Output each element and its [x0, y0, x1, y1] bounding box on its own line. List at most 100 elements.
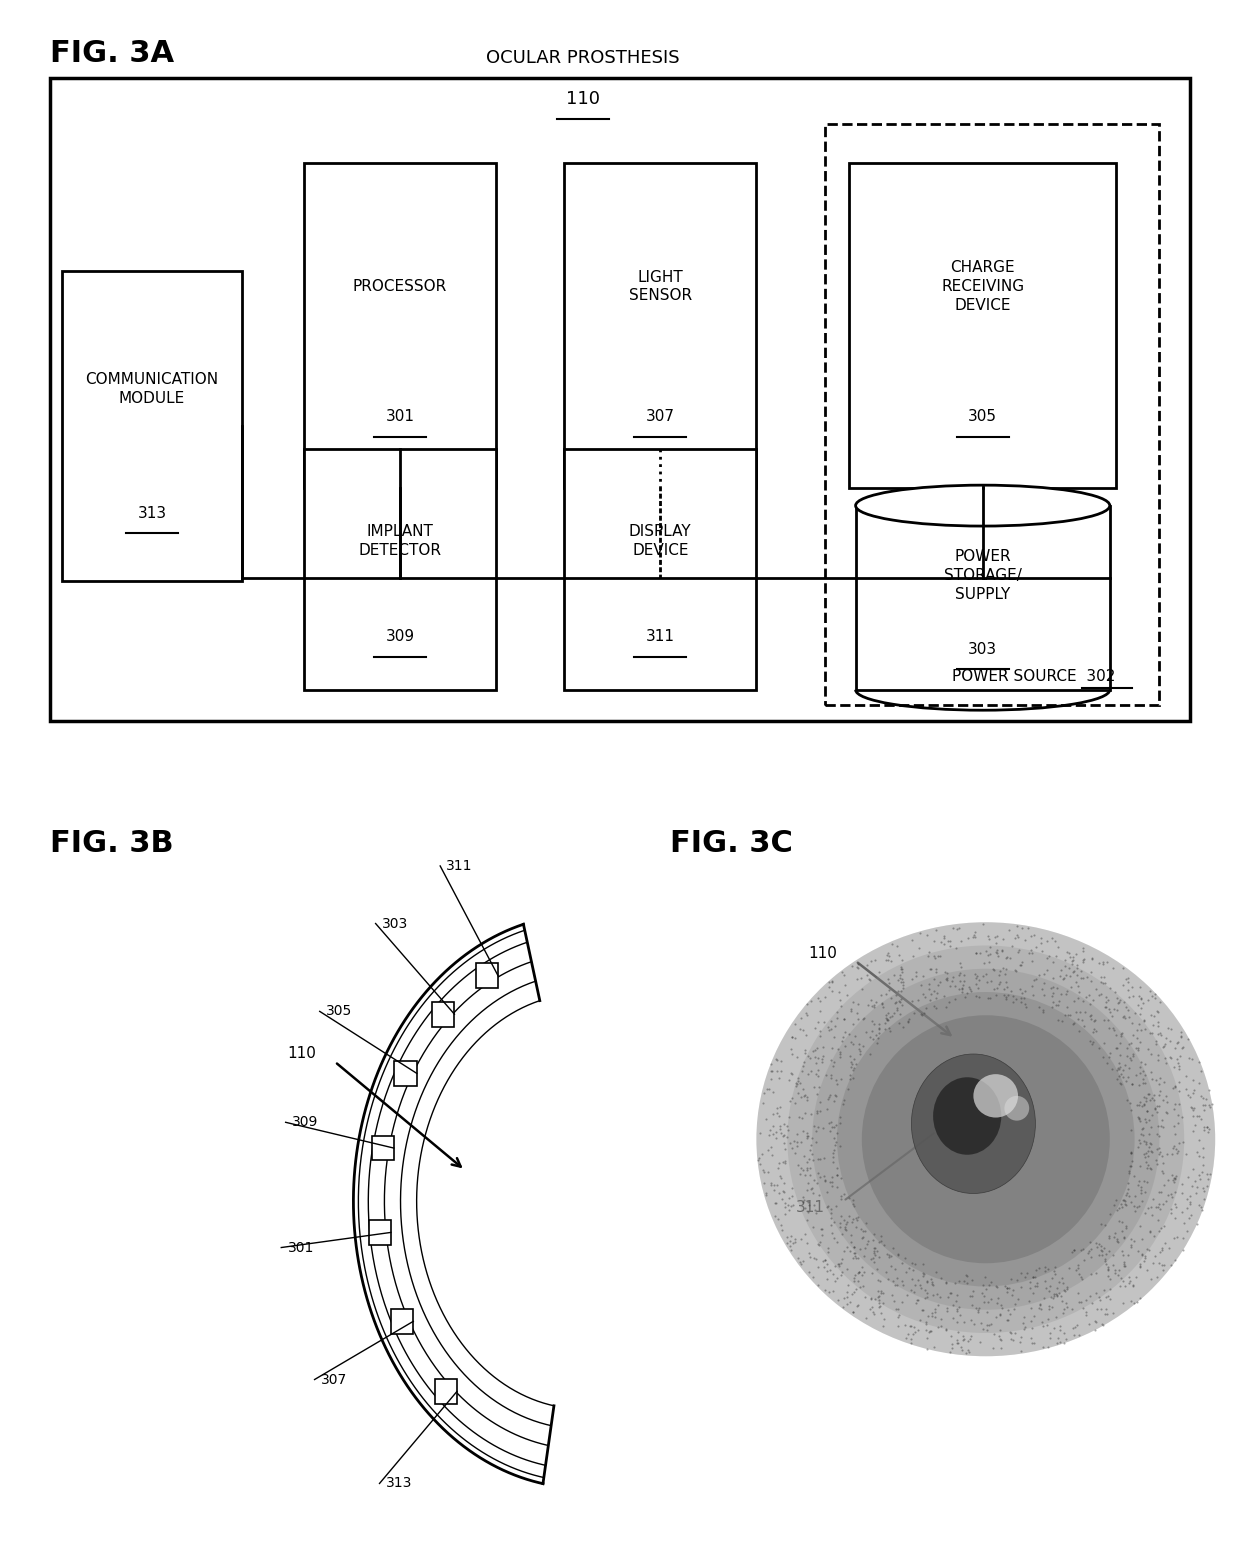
Point [831, 1251, 851, 1276]
Point [1091, 964, 1111, 989]
Point [877, 942, 897, 967]
Point [1159, 1029, 1179, 1054]
Point [889, 1242, 909, 1266]
Point [813, 1254, 833, 1279]
Point [1153, 1034, 1173, 1059]
Point [1104, 997, 1123, 1021]
Point [853, 1224, 873, 1249]
Point [771, 1121, 791, 1145]
Point [879, 1243, 899, 1268]
Point [1190, 1107, 1210, 1132]
Point [770, 1116, 790, 1141]
Point [1184, 1096, 1204, 1121]
Point [1069, 1256, 1089, 1280]
Point [1043, 989, 1063, 1014]
Point [782, 1025, 802, 1049]
Point [983, 1322, 1003, 1347]
Point [807, 1057, 827, 1082]
Text: DISPLAY
DEVICE: DISPLAY DEVICE [629, 524, 692, 558]
Point [1177, 1195, 1197, 1220]
Point [1154, 1034, 1174, 1059]
Point [959, 1328, 978, 1353]
Point [913, 1297, 932, 1322]
Point [1100, 1201, 1120, 1226]
Point [857, 1232, 877, 1257]
Point [911, 1001, 931, 1026]
Text: COMMUNICATION
MODULE: COMMUNICATION MODULE [86, 372, 218, 406]
Point [877, 947, 897, 972]
Point [1099, 1015, 1118, 1040]
Point [937, 1299, 957, 1324]
Point [997, 975, 1017, 1000]
Point [792, 1105, 812, 1130]
Point [1080, 1283, 1100, 1308]
Point [849, 1260, 869, 1285]
Point [1110, 1054, 1130, 1079]
Point [1032, 932, 1052, 956]
Point [777, 1224, 797, 1249]
Point [997, 1276, 1017, 1300]
Point [1156, 1051, 1176, 1076]
Point [1116, 1070, 1136, 1094]
Point [1022, 1296, 1042, 1321]
Point [802, 1038, 822, 1063]
Point [976, 1277, 996, 1302]
Point [843, 1192, 863, 1217]
Point [1049, 989, 1069, 1014]
Point [949, 916, 968, 941]
Point [913, 981, 932, 1006]
Point [1132, 1189, 1152, 1214]
Point [1141, 1195, 1161, 1220]
Point [955, 984, 975, 1009]
Point [931, 1314, 951, 1339]
Point [839, 1021, 859, 1046]
Point [1121, 1048, 1141, 1073]
Point [759, 1159, 779, 1184]
Point [924, 978, 944, 1003]
Point [1159, 1045, 1179, 1070]
Point [1055, 1279, 1075, 1304]
Point [1132, 1094, 1152, 1119]
Point [1023, 983, 1043, 1008]
Point [1118, 1265, 1138, 1290]
Point [864, 1238, 884, 1263]
Point [849, 1037, 869, 1062]
Point [821, 1119, 841, 1144]
Point [944, 964, 963, 989]
Point [923, 1273, 942, 1297]
Point [785, 1141, 805, 1166]
Point [1162, 1162, 1182, 1187]
Point [799, 1242, 818, 1266]
Point [878, 947, 898, 972]
Point [1194, 1118, 1214, 1142]
Point [835, 963, 854, 987]
Point [934, 932, 954, 956]
Point [1025, 935, 1045, 959]
Point [1065, 1257, 1085, 1282]
Point [826, 1068, 846, 1093]
Point [1192, 1059, 1211, 1083]
Point [908, 1288, 928, 1313]
Point [1178, 1164, 1198, 1189]
Point [1050, 1318, 1070, 1342]
Point [1145, 1082, 1164, 1107]
Point [1069, 1262, 1089, 1286]
Point [1024, 922, 1044, 947]
Point [825, 1049, 844, 1074]
Point [973, 1290, 993, 1314]
Point [940, 933, 960, 958]
Point [992, 938, 1012, 963]
Point [872, 992, 892, 1017]
Point [941, 1280, 961, 1305]
Point [1140, 1218, 1159, 1243]
Point [1085, 1318, 1105, 1342]
Point [930, 970, 950, 995]
Point [869, 1288, 889, 1313]
Point [766, 1190, 786, 1215]
Point [1202, 1093, 1221, 1118]
Point [1147, 1100, 1167, 1125]
Point [846, 1277, 866, 1302]
Point [827, 1071, 847, 1096]
Point [972, 1280, 992, 1305]
Point [1081, 959, 1101, 984]
